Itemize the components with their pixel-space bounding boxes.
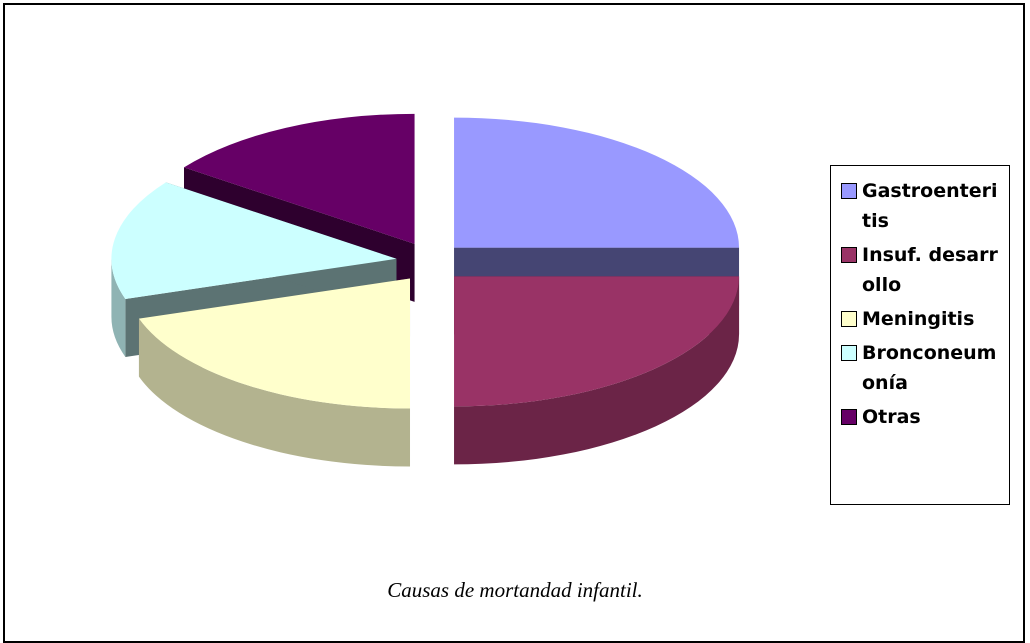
legend-entry: Bronconeumonía [841, 338, 1001, 398]
legend: Gastroenteritis Insuf. desarrollo Meningit… [830, 165, 1010, 505]
page: Gastroenteritis Insuf. desarrollo Meningit… [3, 3, 1025, 643]
slice-top [454, 276, 740, 407]
slice-top [454, 117, 740, 248]
legend-label: Otras [862, 406, 921, 428]
legend-label: Meningitis [862, 308, 975, 330]
chart-title: Causas de mortandad infantil. [387, 578, 643, 602]
legend-swatch [841, 409, 857, 425]
legend-swatch [841, 183, 857, 199]
slice [454, 276, 740, 465]
slice [138, 278, 411, 467]
slice-top [111, 182, 397, 299]
legend-entry: Insuf. desarrollo [841, 240, 1001, 300]
legend-entry: Meningitis [841, 304, 1001, 334]
legend-swatch [841, 345, 857, 361]
slice-side [138, 318, 411, 467]
legend-label: Gastroenteritis [862, 180, 998, 232]
slice-top [138, 278, 411, 409]
legend-label: Insuf. desarrollo [862, 244, 998, 296]
legend-swatch [841, 311, 857, 327]
legend-swatch [841, 247, 857, 263]
chart [111, 113, 740, 467]
legend-entry: Gastroenteritis [841, 176, 1001, 236]
slice-side [111, 258, 126, 357]
legend-entry: Otras [841, 402, 1001, 432]
slice-side [454, 276, 740, 465]
slice-top [183, 113, 415, 244]
legend-label: Bronconeumonía [862, 342, 997, 394]
